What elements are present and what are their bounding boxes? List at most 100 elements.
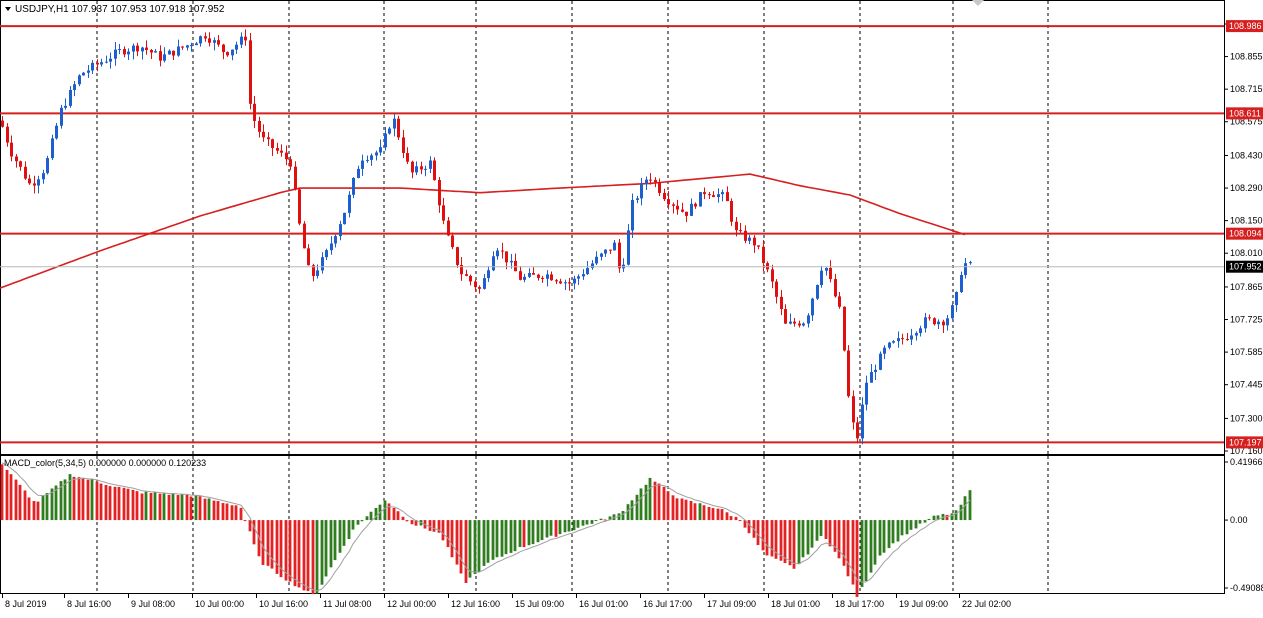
- candle-body: [915, 333, 918, 336]
- candle-body: [136, 45, 139, 52]
- macd-bar: [59, 481, 63, 521]
- macd-bar: [837, 520, 841, 559]
- candle-body: [699, 192, 702, 207]
- candle-body: [897, 338, 900, 342]
- candle-body: [910, 335, 913, 340]
- time-scale[interactable]: 8 Jul 2019 8 Jul 16:00 9 Jul 08:00 10 Jul 0…: [2, 594, 1012, 609]
- macd-bar: [914, 520, 918, 529]
- candle-body: [703, 192, 706, 195]
- candle-body: [226, 52, 229, 56]
- candle-body: [582, 274, 585, 277]
- candle-body: [681, 209, 684, 212]
- triangle-down-icon[interactable]: [5, 7, 11, 11]
- time-tick-label: 10 Jul 16:00: [259, 599, 308, 609]
- candle-body: [1, 120, 4, 127]
- macd-bar: [356, 520, 360, 525]
- macd-bar: [284, 520, 288, 581]
- macd-pane[interactable]: [0, 455, 1225, 594]
- time-tick-label: 16 Jul 01:00: [579, 599, 628, 609]
- candle-body: [33, 183, 36, 186]
- macd-bar: [198, 496, 202, 521]
- macd-bar: [680, 498, 684, 521]
- candle-body: [573, 278, 576, 284]
- time-tick-label: 8 Jul 2019: [5, 599, 47, 609]
- macd-bar: [455, 520, 459, 565]
- macd-bar: [905, 520, 909, 535]
- macd-bar: [32, 501, 36, 521]
- macd-scale[interactable]: 0.41966 0.00 -0.49088: [1224, 457, 1263, 593]
- candle-body: [235, 44, 238, 50]
- macd-bar: [819, 520, 823, 536]
- macd-bar: [162, 493, 166, 521]
- symbol-header[interactable]: USDJPY,H1 107.937 107.953 107.918 107.95…: [5, 4, 225, 15]
- macd-bar: [261, 520, 265, 565]
- candle-body: [168, 50, 171, 55]
- candle-body: [321, 257, 324, 271]
- candle-body: [28, 178, 31, 184]
- macd-bar: [792, 520, 796, 569]
- chart-shift-marker-icon[interactable]: [972, 0, 984, 6]
- candle-body: [955, 292, 958, 306]
- candle-body: [267, 137, 270, 140]
- macd-bar: [531, 520, 535, 545]
- macd-bar: [761, 520, 765, 551]
- horizontal-levels[interactable]: [0, 25, 1224, 444]
- macd-bar: [540, 520, 544, 541]
- candle-body: [762, 246, 765, 264]
- candle-body: [249, 40, 252, 104]
- candle-body: [861, 404, 864, 439]
- macd-bar: [621, 511, 625, 521]
- candle-body: [420, 166, 423, 170]
- time-tick-label: 17 Jul 09:00: [707, 599, 756, 609]
- time-tick-label: 18 Jul 01:00: [771, 599, 820, 609]
- macd-bar: [302, 520, 306, 591]
- candle-body: [541, 277, 544, 279]
- candle-body: [492, 256, 495, 271]
- candle-body: [42, 173, 45, 180]
- candle-body: [208, 38, 211, 43]
- macd-tick-label: 0.41966: [1230, 457, 1263, 467]
- macd-bar: [81, 477, 85, 521]
- macd-bar: [527, 520, 531, 546]
- candle-body: [163, 54, 166, 61]
- candle-body: [726, 192, 729, 202]
- candle-body: [928, 317, 931, 319]
- macd-bar: [581, 520, 585, 526]
- price-pane[interactable]: [0, 0, 1225, 455]
- macd-bar: [959, 504, 963, 521]
- candle-body: [348, 194, 351, 213]
- macd-bar: [387, 503, 391, 521]
- candle-body: [510, 260, 513, 263]
- macd-indicator-label: MACD_color(5,34,5) 0.000000 0.000000 0.1…: [4, 458, 206, 468]
- candle-body: [379, 147, 382, 153]
- price-scale[interactable]: 108.995108.855108.715108.575108.430108.2…: [1224, 0, 1263, 594]
- macd-bar: [891, 520, 895, 544]
- macd-bar: [54, 485, 58, 521]
- macd-bar: [612, 514, 616, 521]
- candle-body: [708, 194, 711, 196]
- candle-body: [451, 235, 454, 248]
- macd-bar: [342, 520, 346, 546]
- macd-bar: [882, 520, 886, 553]
- macd-bar: [513, 520, 517, 552]
- candle-body: [307, 248, 310, 266]
- candle-body: [384, 133, 387, 148]
- macd-bar: [765, 520, 769, 556]
- candle-body: [960, 275, 963, 293]
- macd-bar: [729, 516, 733, 521]
- candle-body: [109, 58, 112, 62]
- candle-body: [285, 152, 288, 160]
- macd-bar: [860, 520, 864, 587]
- time-tick-label: 9 Jul 08:00: [131, 599, 175, 609]
- candle-body: [496, 250, 499, 257]
- macd-bar: [86, 479, 90, 521]
- macd-bar: [689, 500, 693, 521]
- macd-bar: [185, 494, 189, 521]
- candle-body: [397, 118, 400, 138]
- candle-body: [339, 224, 342, 237]
- macd-bar: [95, 481, 99, 521]
- macd-bar: [743, 520, 747, 528]
- macd-bar: [851, 520, 855, 585]
